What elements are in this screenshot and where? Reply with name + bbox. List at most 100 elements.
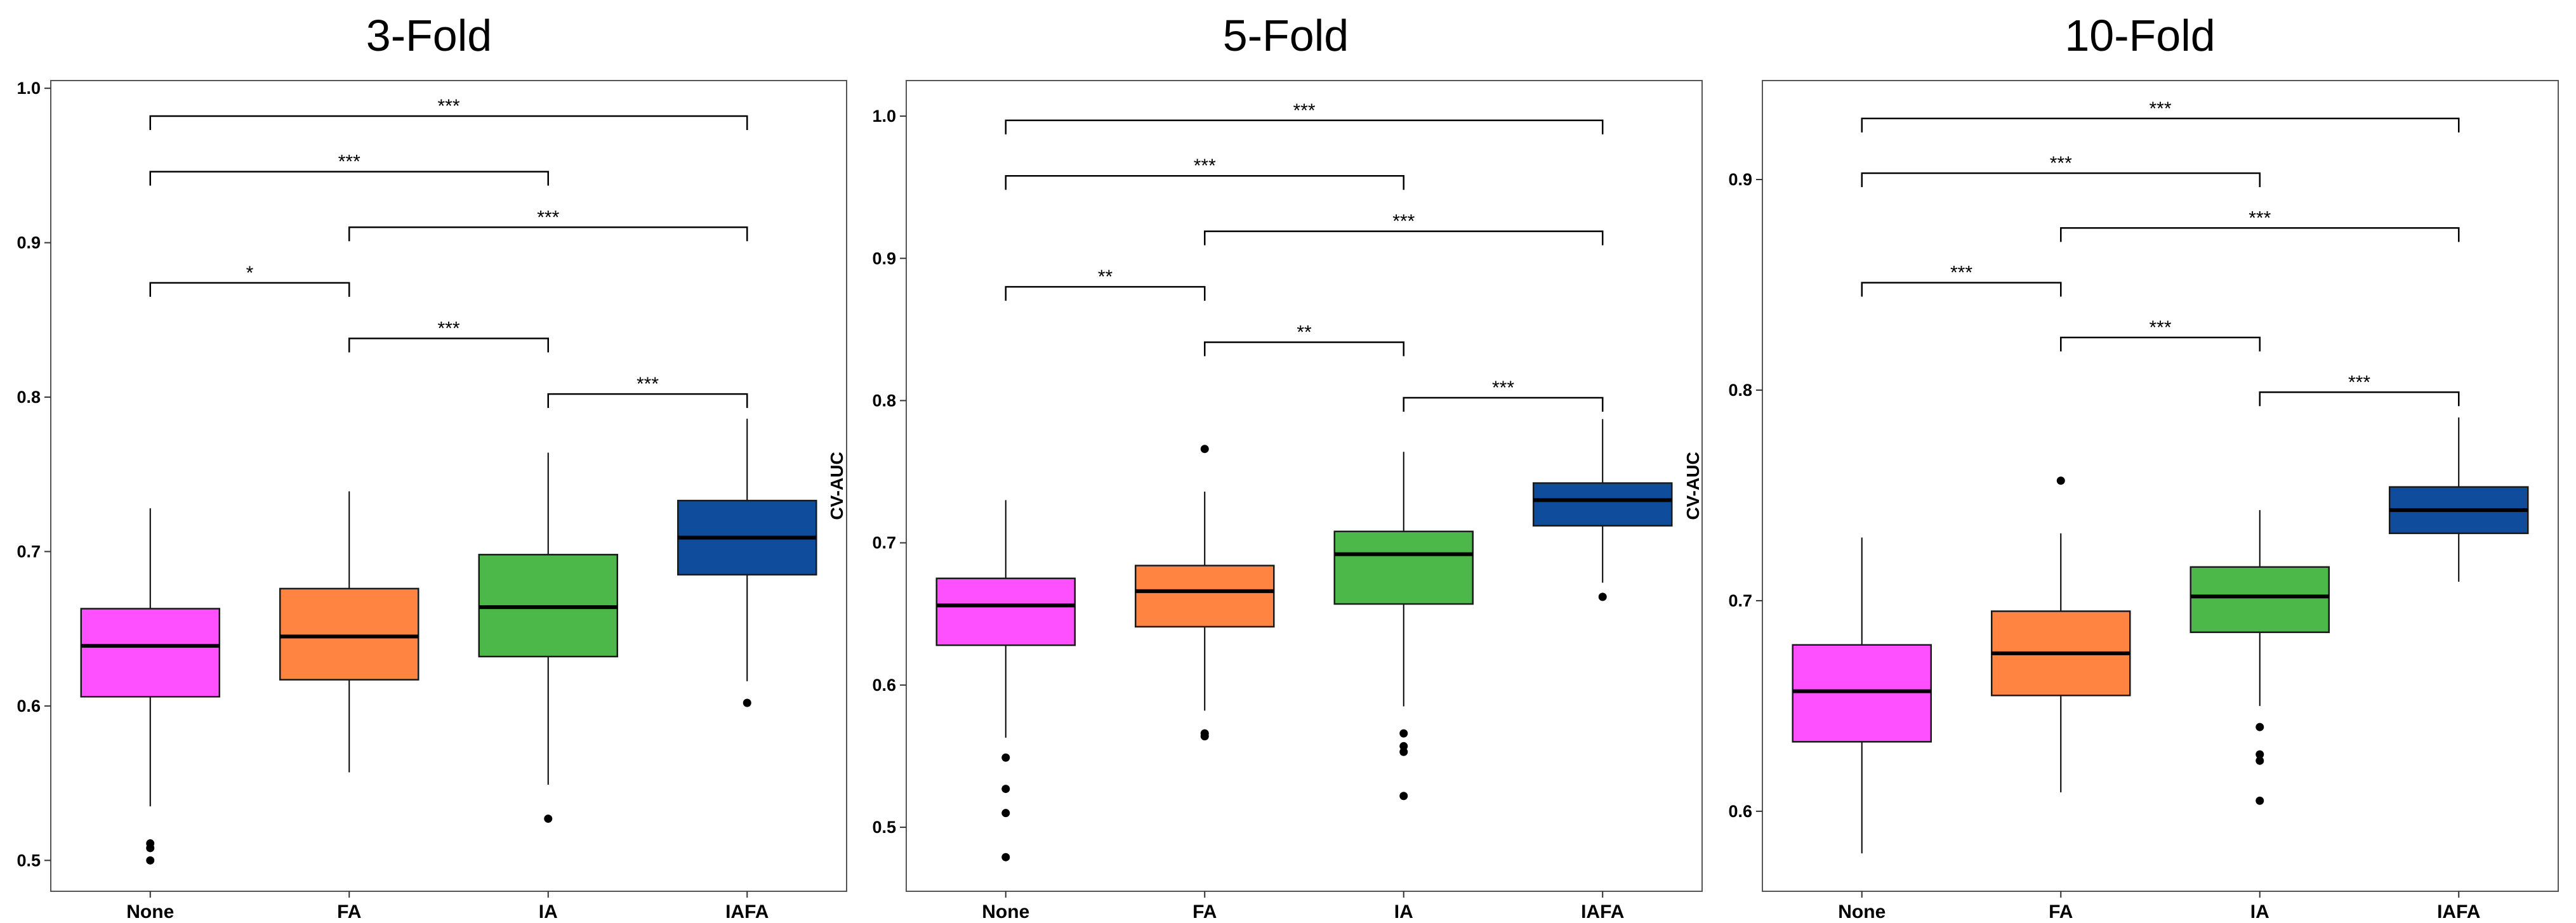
outlier-point	[1001, 753, 1010, 762]
box-iafa	[677, 419, 817, 707]
outlier-point	[1399, 792, 1408, 801]
x-tick-label: IA	[539, 901, 558, 922]
significance-bracket: ***	[2060, 317, 2261, 351]
significance-bracket: ***	[1403, 377, 1604, 412]
significance-label: **	[1098, 266, 1113, 287]
bracket-line	[1861, 282, 2062, 297]
bracket-line	[2060, 227, 2460, 242]
y-axis-label: CV-AUC	[827, 452, 847, 520]
bracket-line	[1005, 285, 1206, 301]
significance-bracket: ***	[2259, 372, 2460, 407]
significance-bracket: ***	[1861, 153, 2261, 188]
bracket-line	[547, 393, 748, 409]
significance-bracket: *	[149, 263, 350, 297]
y-tick-label: 0.7	[872, 534, 896, 553]
plot-frame	[906, 80, 1703, 892]
bracket-line	[1861, 172, 2261, 188]
significance-bracket: ***	[149, 152, 549, 186]
box-iafa	[1533, 419, 1673, 601]
y-tick-label: 0.5	[872, 818, 896, 837]
outlier-point	[1598, 592, 1607, 601]
significance-bracket: ***	[348, 207, 748, 242]
x-tick-label: FA	[337, 901, 361, 922]
significance-label: ***	[1194, 155, 1216, 176]
bracket-line	[2060, 336, 2261, 351]
box-iafa	[2389, 417, 2529, 582]
x-tick-label: IAFA	[725, 901, 769, 922]
significance-bracket: ***	[1204, 211, 1604, 245]
significance-bracket: ***	[149, 96, 748, 130]
box-ia	[2190, 510, 2330, 805]
x-tick-label: IA	[1394, 901, 1413, 922]
chart-panel: 3-Fold 0.5 0.6 0.7 0.8 0.9 1.0 CV-AUC None FA IA IA…	[17, 11, 847, 922]
outlier-point	[1399, 729, 1408, 738]
x-tick-label: IA	[2250, 901, 2269, 922]
y-tick-label: 0.5	[17, 851, 41, 870]
bracket-line	[2259, 391, 2460, 407]
outlier-point	[1001, 809, 1010, 818]
chart-panel: 10-Fold 0.6 0.7 0.8 0.9 CV-AUC None FA IA IAFA ***…	[1683, 11, 2559, 922]
outlier-point	[2256, 723, 2264, 731]
outlier-point	[146, 839, 155, 848]
box-none	[935, 500, 1076, 861]
significance-bracket: ***	[1005, 100, 1604, 134]
significance-label: ***	[1392, 211, 1415, 232]
bracket-line	[1005, 119, 1604, 134]
y-tick-label: 0.6	[17, 697, 41, 716]
significance-label: ***	[2149, 317, 2171, 338]
significance-bracket: **	[1005, 266, 1206, 301]
x-tick-label: FA	[1192, 901, 1217, 922]
y-tick-label: 0.9	[17, 233, 41, 252]
y-tick-label: 0.9	[1728, 170, 1752, 189]
box-body	[279, 587, 419, 681]
bracket-line	[348, 226, 748, 242]
significance-bracket: **	[1204, 322, 1404, 357]
x-tick-label: IAFA	[1581, 901, 1624, 922]
bracket-line	[149, 282, 350, 297]
significance-bracket: ***	[348, 318, 549, 353]
significance-label: ***	[437, 96, 459, 117]
box-body	[1792, 644, 1932, 743]
outlier-point	[2256, 750, 2264, 759]
significance-label: ***	[1492, 377, 1514, 398]
box-ia	[478, 452, 618, 823]
y-tick-label: 0.8	[872, 391, 896, 410]
significance-label: ***	[437, 318, 459, 339]
box-body	[2190, 566, 2330, 633]
outlier-point	[1399, 747, 1408, 756]
x-tick-label: None	[982, 901, 1029, 922]
bracket-line	[1403, 396, 1604, 412]
significance-label: *	[246, 263, 254, 284]
y-tick-label: 0.7	[1728, 591, 1752, 610]
significance-label: **	[1297, 322, 1312, 343]
box-none	[1792, 537, 1932, 854]
bracket-line	[149, 115, 748, 130]
y-tick-label: 0.8	[1728, 381, 1752, 400]
significance-bracket: ***	[547, 374, 748, 409]
box-fa	[1991, 476, 2131, 792]
box-fa	[1135, 445, 1275, 741]
outlier-point	[1200, 729, 1209, 738]
outlier-point	[743, 698, 751, 707]
y-tick-label: 0.6	[1728, 802, 1752, 821]
outlier-point	[1399, 742, 1408, 750]
outlier-point	[544, 815, 553, 823]
significance-bracket: ***	[1005, 155, 1404, 190]
box-body	[80, 608, 220, 698]
x-tick-label: FA	[2049, 901, 2073, 922]
y-axis-label: CV-AUC	[1683, 452, 1703, 520]
outlier-point	[1200, 445, 1209, 454]
significance-label: ***	[2149, 98, 2171, 119]
bracket-line	[348, 337, 549, 353]
x-tick-label: None	[126, 901, 174, 922]
outlier-point	[1001, 785, 1010, 794]
significance-label: ***	[2348, 372, 2370, 393]
x-tick-label: None	[1838, 901, 1886, 922]
y-tick-label: 1.0	[872, 107, 896, 126]
plot-frame	[50, 80, 847, 892]
box-body	[1333, 530, 1474, 605]
chart-title: 10-Fold	[2064, 11, 2215, 60]
outlier-point	[1001, 853, 1010, 861]
significance-label: ***	[2249, 207, 2271, 228]
